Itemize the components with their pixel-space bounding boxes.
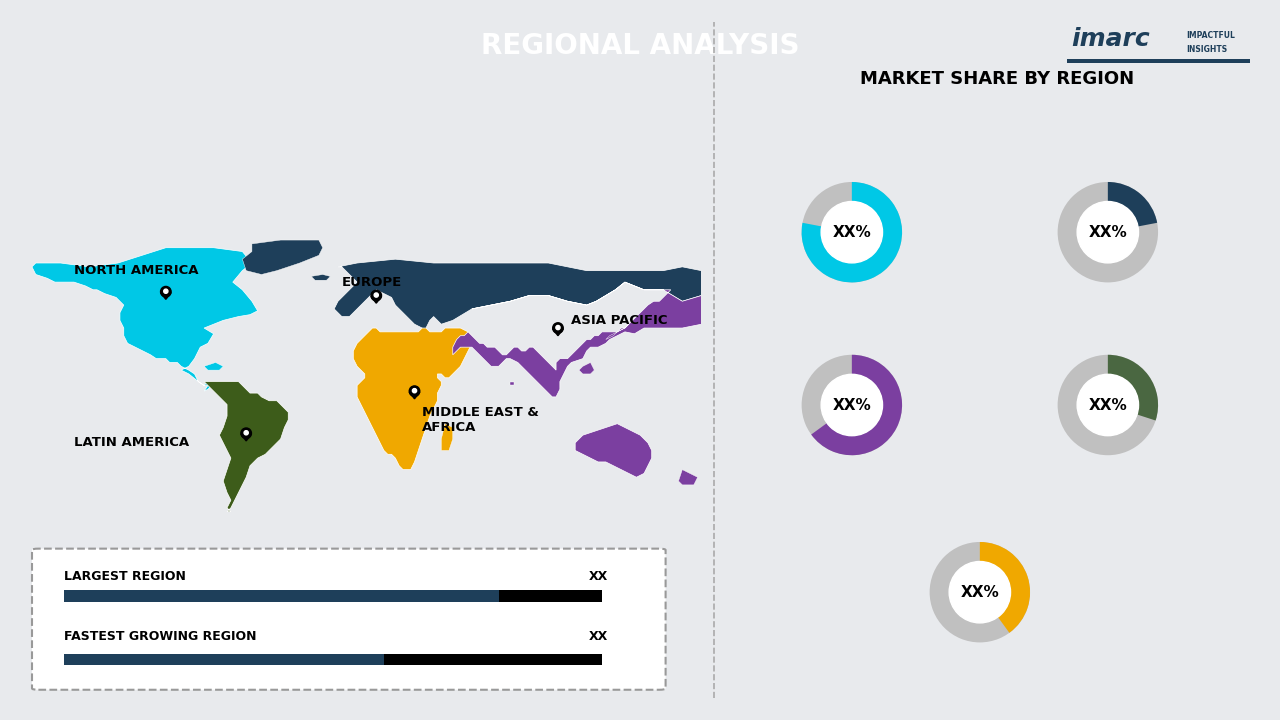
Text: ASIA PACIFIC: ASIA PACIFIC xyxy=(571,314,668,327)
Bar xyxy=(64,590,499,602)
Polygon shape xyxy=(579,362,594,374)
Wedge shape xyxy=(801,355,902,455)
Text: XX%: XX% xyxy=(832,397,872,413)
Circle shape xyxy=(410,386,420,397)
Text: FASTEST GROWING REGION: FASTEST GROWING REGION xyxy=(64,630,256,643)
Circle shape xyxy=(1078,374,1138,436)
Polygon shape xyxy=(410,392,420,399)
Text: XX: XX xyxy=(589,630,608,643)
Wedge shape xyxy=(929,542,1030,642)
Text: EUROPE: EUROPE xyxy=(342,276,402,289)
Circle shape xyxy=(412,389,416,393)
Circle shape xyxy=(241,428,251,438)
Circle shape xyxy=(160,287,172,297)
Wedge shape xyxy=(1057,182,1158,282)
Polygon shape xyxy=(442,423,453,451)
Polygon shape xyxy=(334,259,701,332)
Text: NORTH AMERICA: NORTH AMERICA xyxy=(74,264,198,277)
Wedge shape xyxy=(801,182,902,282)
Circle shape xyxy=(374,293,379,297)
Polygon shape xyxy=(678,469,698,485)
Circle shape xyxy=(244,431,248,435)
Wedge shape xyxy=(812,355,902,455)
Text: XX%: XX% xyxy=(1088,225,1128,240)
Wedge shape xyxy=(1108,355,1158,420)
FancyBboxPatch shape xyxy=(32,549,666,690)
Polygon shape xyxy=(605,324,628,340)
Polygon shape xyxy=(32,248,257,391)
Polygon shape xyxy=(575,423,652,477)
Text: INSIGHTS: INSIGHTS xyxy=(1187,45,1228,53)
Polygon shape xyxy=(511,382,515,385)
Circle shape xyxy=(1078,202,1138,263)
Circle shape xyxy=(556,325,561,330)
Text: REGIONAL ANALYSIS: REGIONAL ANALYSIS xyxy=(481,32,799,60)
Text: IMPACTFUL: IMPACTFUL xyxy=(1187,31,1235,40)
Text: MIDDLE EAST &
AFRICA: MIDDLE EAST & AFRICA xyxy=(422,406,539,434)
Text: XX%: XX% xyxy=(832,225,872,240)
Polygon shape xyxy=(371,297,381,303)
Text: LARGEST REGION: LARGEST REGION xyxy=(64,570,186,582)
Polygon shape xyxy=(353,328,472,469)
Bar xyxy=(64,654,384,665)
Text: XX%: XX% xyxy=(1088,397,1128,413)
Circle shape xyxy=(553,323,563,333)
Polygon shape xyxy=(241,434,251,441)
Circle shape xyxy=(371,290,381,301)
Wedge shape xyxy=(1108,182,1157,227)
Circle shape xyxy=(950,562,1010,623)
Bar xyxy=(499,590,602,602)
Polygon shape xyxy=(553,329,563,336)
Wedge shape xyxy=(1057,355,1158,455)
Circle shape xyxy=(164,289,168,293)
Circle shape xyxy=(822,374,882,436)
Wedge shape xyxy=(980,542,1030,633)
Wedge shape xyxy=(801,182,902,282)
Bar xyxy=(384,654,602,665)
Polygon shape xyxy=(204,382,288,512)
Polygon shape xyxy=(242,240,323,274)
Text: LATIN AMERICA: LATIN AMERICA xyxy=(74,436,189,449)
Polygon shape xyxy=(453,282,701,397)
Circle shape xyxy=(822,202,882,263)
Text: imarc: imarc xyxy=(1071,27,1149,51)
Polygon shape xyxy=(160,292,172,300)
Text: XX: XX xyxy=(589,570,608,582)
Bar xyxy=(1068,59,1249,63)
Polygon shape xyxy=(311,274,330,280)
Text: XX%: XX% xyxy=(960,585,1000,600)
Polygon shape xyxy=(204,362,223,370)
Text: MARKET SHARE BY REGION: MARKET SHARE BY REGION xyxy=(860,71,1134,89)
